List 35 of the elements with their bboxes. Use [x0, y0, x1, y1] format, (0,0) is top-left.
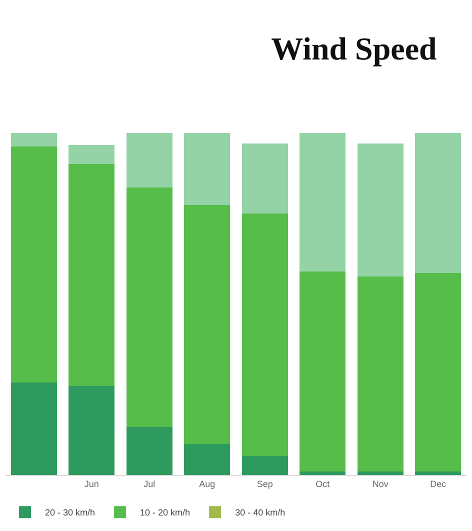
bar [184, 444, 230, 475]
bar [184, 204, 230, 444]
bar [357, 276, 404, 472]
legend-label: 30 - 40 km/h [235, 508, 286, 518]
bar [68, 386, 115, 475]
bar [415, 133, 462, 274]
bar [126, 133, 172, 188]
bar [415, 472, 462, 475]
bar [357, 472, 404, 475]
x-tick-label: Nov [372, 478, 389, 489]
bar [126, 427, 172, 475]
bar [242, 143, 288, 214]
x-tick-label: Sep [256, 478, 273, 489]
chart-title: Wind Speed [271, 30, 438, 67]
bar [184, 133, 230, 205]
x-tick-label: Aug [199, 478, 216, 489]
bar [242, 456, 288, 475]
x-tick-label: Jun [84, 478, 99, 489]
x-tick-label: Dec [430, 478, 447, 489]
legend-label: 20 - 30 km/h [45, 508, 96, 518]
legend-label: 10 - 20 km/h [140, 508, 190, 518]
bar [300, 133, 346, 272]
bar [415, 273, 462, 472]
bar [68, 144, 115, 164]
bar [300, 472, 346, 475]
bar [300, 272, 346, 472]
bar [10, 133, 57, 147]
bar [357, 143, 404, 277]
x-tick-label: Jul [144, 478, 156, 489]
bar [10, 382, 57, 475]
x-tick-label: Oct [316, 478, 330, 489]
bar [242, 213, 288, 456]
bar [126, 188, 172, 428]
bar [68, 164, 115, 386]
bar [10, 146, 57, 383]
